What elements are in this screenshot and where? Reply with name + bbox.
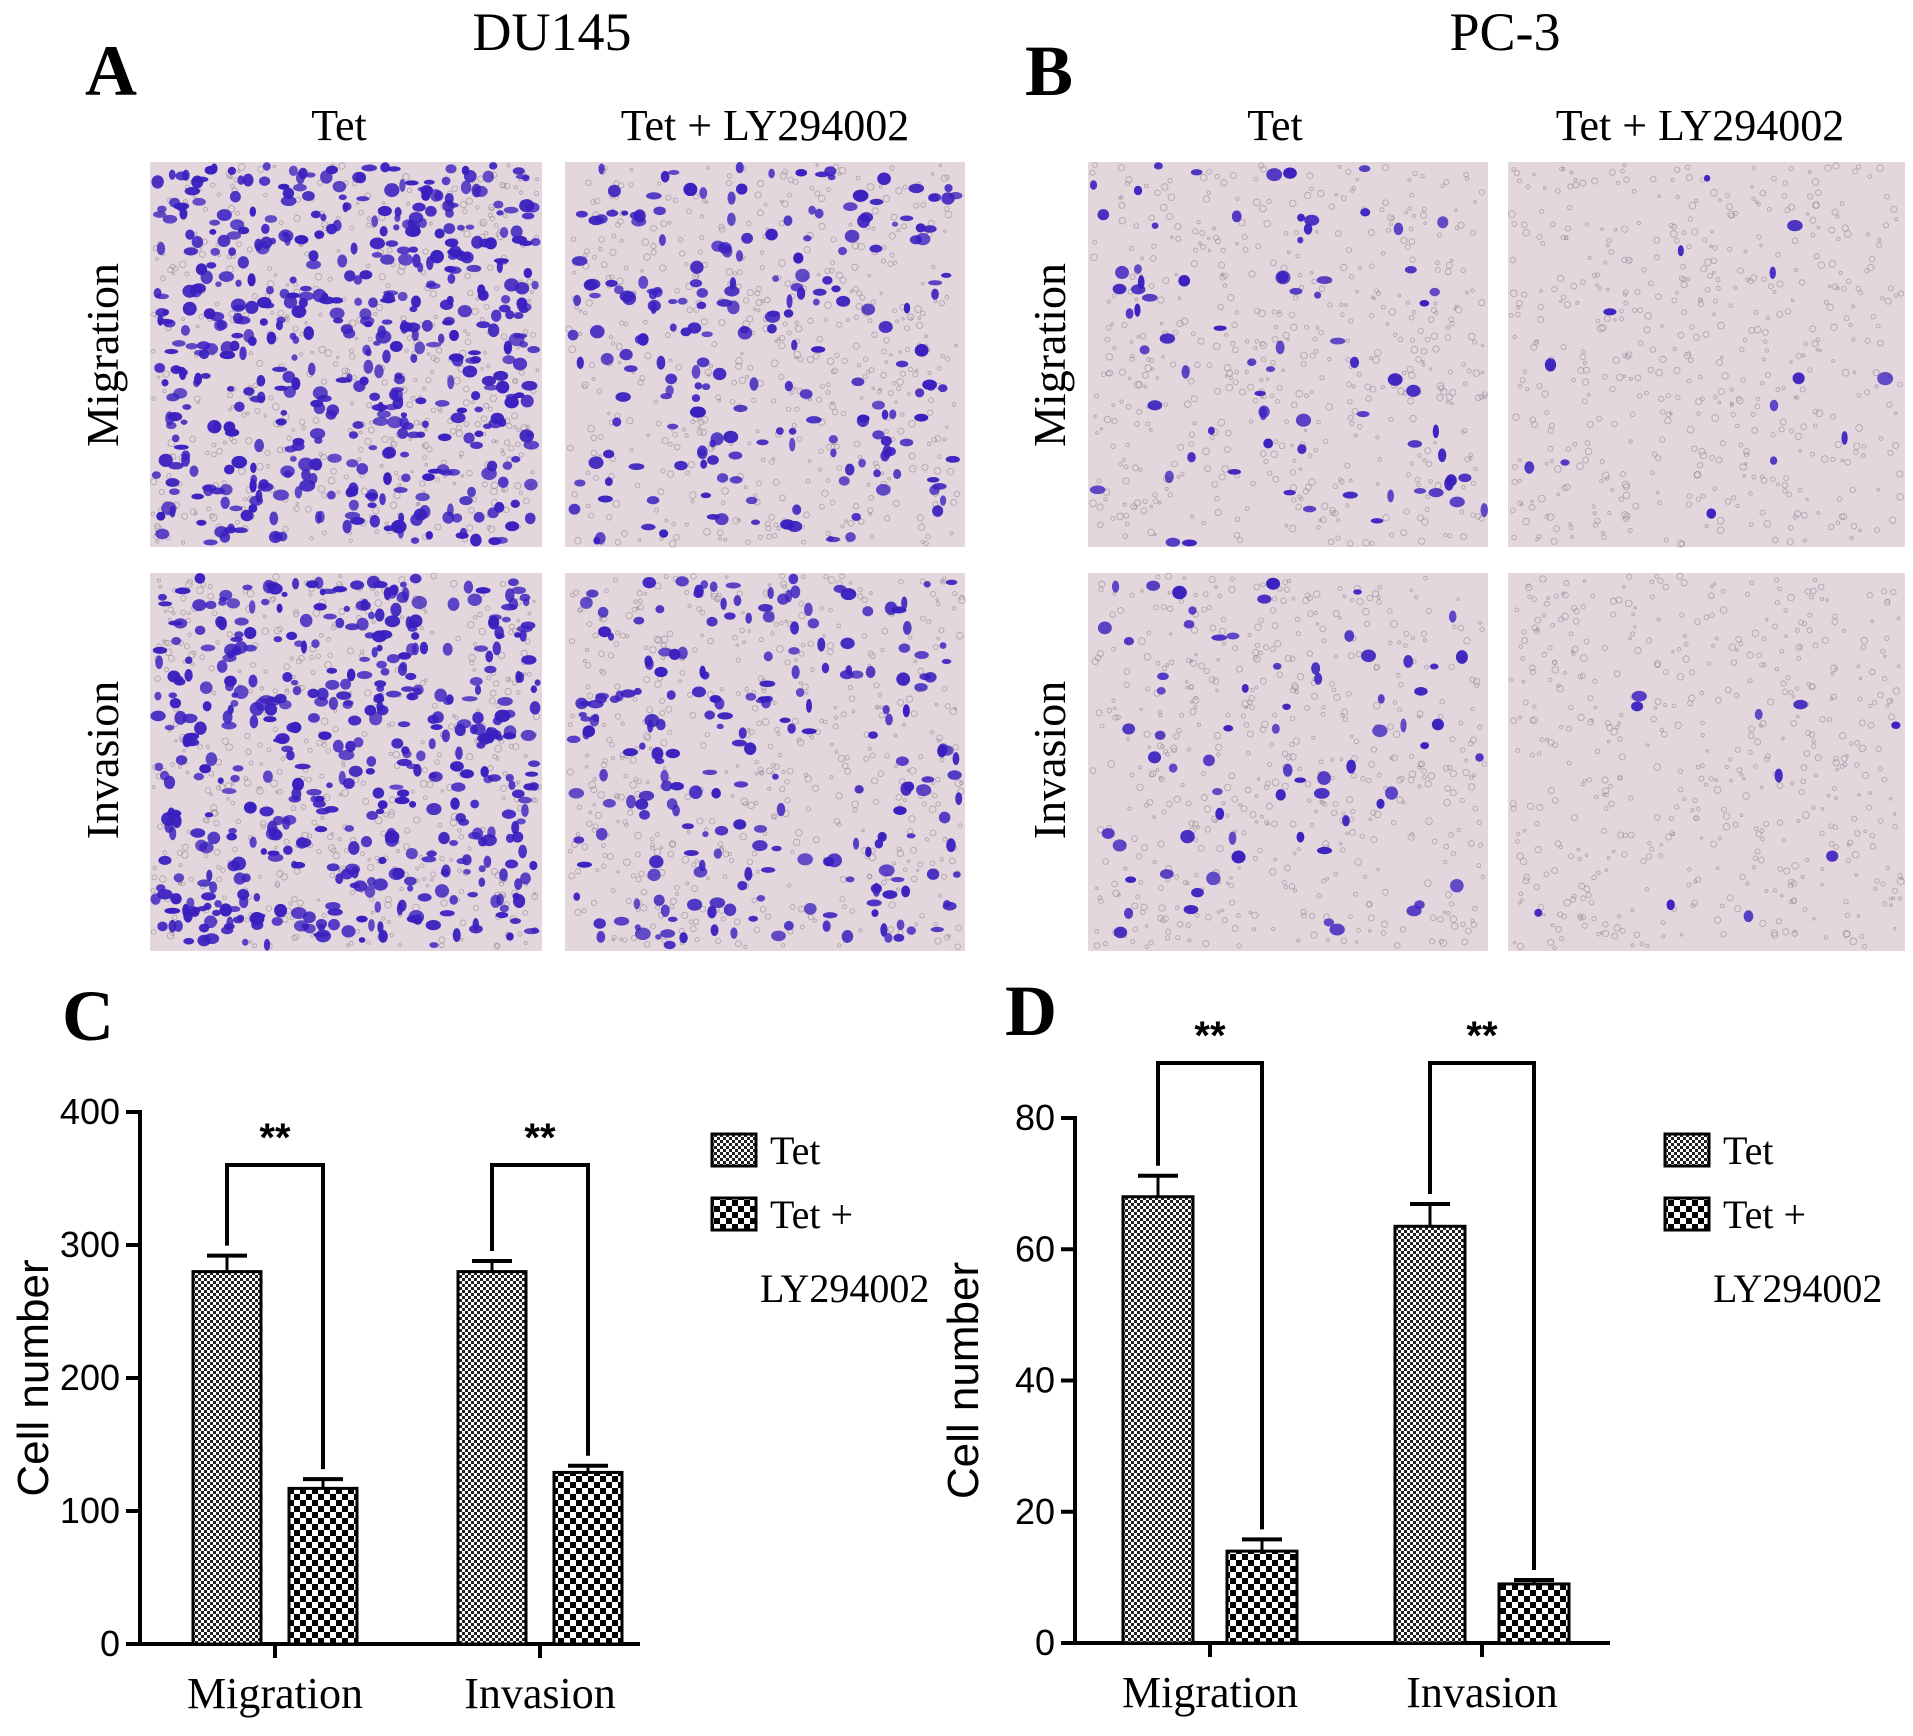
row-label-b-migration: Migration bbox=[1024, 263, 1075, 447]
panel-c-significance-bracket bbox=[490, 1163, 590, 1456]
panel-d-legend-label-tet-ly: Tet + bbox=[1723, 1192, 1806, 1237]
micrograph-du145-tet-invasion bbox=[150, 572, 542, 951]
panel-c-significance-bracket bbox=[225, 1163, 325, 1470]
panel-d-legend-swatch-tet-ly bbox=[1663, 1196, 1711, 1232]
panel-c-legend-swatch-tet bbox=[710, 1132, 758, 1168]
panel-c-y-axis-label: Cell number bbox=[9, 1259, 58, 1496]
panel-c-significance-label: ** bbox=[259, 1116, 291, 1160]
micrograph-pc3-tet-migration bbox=[1088, 162, 1488, 547]
panel-c-y-tick-label: 100 bbox=[60, 1490, 120, 1531]
panel-d-legend: Tet Tet + LY294002 bbox=[1663, 1128, 1882, 1311]
panel-c-legend-label-tet-ly: Tet + bbox=[770, 1192, 853, 1237]
panel-c-y-tick-label: 400 bbox=[60, 1091, 120, 1132]
panel-d-legend-swatch-tet bbox=[1663, 1132, 1711, 1168]
col-label-b-tet-ly: Tet + LY294002 bbox=[1556, 101, 1845, 150]
micrograph-du145-ly-invasion bbox=[565, 573, 966, 951]
panel-c-legend-label-ly294002: LY294002 bbox=[760, 1266, 929, 1311]
row-label-a-invasion: Invasion bbox=[77, 681, 128, 839]
micrograph-du145-tet-migration bbox=[150, 162, 542, 547]
panel-c-legend-label-tet: Tet bbox=[770, 1128, 821, 1173]
panel-letter-b: B bbox=[1025, 31, 1073, 111]
panel-d-y-axis-label: Cell number bbox=[939, 1262, 988, 1499]
panel-d-y-tick-label: 20 bbox=[1015, 1491, 1055, 1532]
panel-c-bar-tet-ly-migration bbox=[287, 1486, 359, 1646]
micrograph-pc3-tet-invasion bbox=[1088, 572, 1488, 951]
panel-d-y-tick-label: 0 bbox=[1035, 1622, 1055, 1663]
panel-c-y-tick-label: 300 bbox=[60, 1224, 120, 1265]
chart-panel-c: 0 100 200 300 400 Cell number ** Migration ** Inv… bbox=[9, 1091, 929, 1718]
micrograph-grid bbox=[150, 162, 1905, 951]
panel-d-significance-label: ** bbox=[1466, 1014, 1498, 1058]
panel-c-legend-swatch-tet-ly bbox=[710, 1196, 758, 1232]
micrograph-pc3-ly-invasion bbox=[1508, 572, 1905, 951]
panel-c-significance-label: ** bbox=[524, 1116, 556, 1160]
panel-d-significance-bracket bbox=[1428, 1061, 1536, 1570]
panel-d-bar-tet-invasion bbox=[1393, 1224, 1467, 1645]
panel-c-bar-tet-invasion bbox=[456, 1270, 528, 1646]
col-label-b-tet: Tet bbox=[1247, 101, 1303, 150]
panel-letter-d: D bbox=[1005, 971, 1057, 1051]
panel-d-significance-label: ** bbox=[1194, 1014, 1226, 1058]
panel-c-legend: Tet Tet + LY294002 bbox=[710, 1128, 929, 1311]
panel-title-pc3: PC-3 bbox=[1449, 2, 1560, 62]
panel-d-y-tick-label: 40 bbox=[1015, 1360, 1055, 1401]
panel-d-y-tick-label: 80 bbox=[1015, 1097, 1055, 1138]
panel-d-bar-tet-ly-migration bbox=[1225, 1549, 1299, 1645]
row-label-b-invasion: Invasion bbox=[1024, 681, 1075, 839]
panel-c-x-tick-label-invasion: Invasion bbox=[464, 1669, 616, 1718]
panel-letter-a: A bbox=[85, 31, 137, 111]
panel-title-du145: DU145 bbox=[473, 2, 632, 62]
panel-c-bar-tet-ly-invasion bbox=[552, 1470, 624, 1646]
panel-d-bar-tet-migration bbox=[1121, 1195, 1195, 1645]
col-label-a-tet: Tet bbox=[311, 101, 367, 150]
panel-d-legend-label-ly294002: LY294002 bbox=[1713, 1266, 1882, 1311]
row-label-a-migration: Migration bbox=[77, 263, 128, 447]
panel-d-x-tick-label-invasion: Invasion bbox=[1406, 1668, 1558, 1717]
panel-letter-c: C bbox=[62, 976, 114, 1056]
micrograph-du145-ly-migration bbox=[565, 162, 965, 548]
panel-d-legend-label-tet: Tet bbox=[1723, 1128, 1774, 1173]
panel-c-bar-tet-migration bbox=[191, 1270, 263, 1646]
panel-d-y-tick-label: 60 bbox=[1015, 1228, 1055, 1269]
panel-c-y-tick-label: 200 bbox=[60, 1357, 120, 1398]
chart-panel-d: 0 20 40 60 80 Cell number ** Migration ** Invasio… bbox=[939, 1014, 1882, 1717]
micrograph-pc3-ly-migration bbox=[1508, 162, 1905, 548]
panel-d-significance-bracket bbox=[1156, 1061, 1264, 1530]
col-label-a-tet-ly: Tet + LY294002 bbox=[621, 101, 910, 150]
panel-c-x-tick-label-migration: Migration bbox=[187, 1669, 363, 1718]
panel-d-bar-tet-ly-invasion bbox=[1497, 1582, 1571, 1645]
panel-d-x-tick-label-migration: Migration bbox=[1122, 1668, 1298, 1717]
panel-c-y-tick-label: 0 bbox=[100, 1623, 120, 1664]
